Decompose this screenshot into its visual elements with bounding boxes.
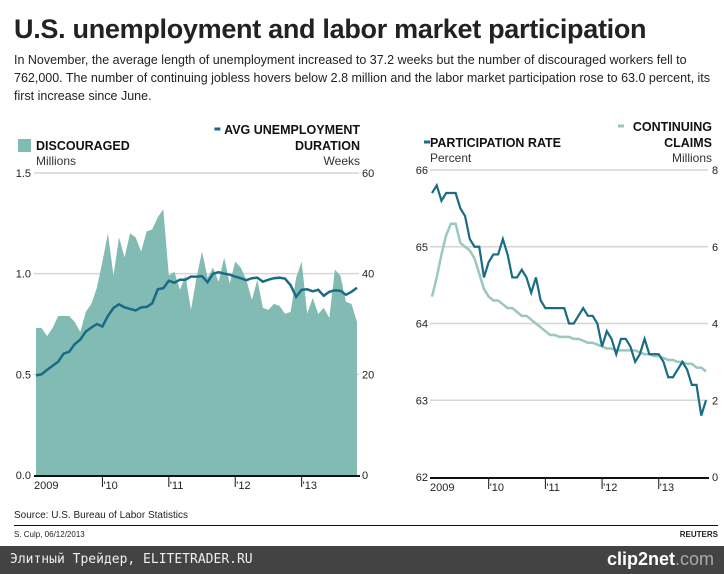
divider [14, 525, 718, 526]
charts-canvas: 0.00.51.01.502040602009'10'11'12'13DISCO… [16, 120, 718, 494]
chart-title: U.S. unemployment and labor market parti… [14, 14, 647, 44]
c0-left-tick-label: 0.0 [16, 470, 31, 482]
c0-right-series-name: AVG UNEMPLOYMENT [224, 123, 360, 137]
c0-x-tick-label: '13 [303, 480, 317, 492]
source-note: Source: U.S. Bureau of Labor Statistics [14, 510, 188, 521]
c0-left-series-name: DISCOURAGED [36, 139, 130, 153]
c1-left-unit: Percent [430, 151, 472, 165]
credit: S. Culp, 06/12/2013 [14, 530, 85, 539]
c1-x-tick-label: '10 [490, 482, 504, 494]
c1-left-tick-label: 63 [416, 395, 428, 407]
c0-right-unit: Weeks [324, 154, 360, 168]
c1-x-tick-label: '12 [603, 482, 617, 494]
c0-left-tick-label: 1.0 [16, 269, 31, 281]
c1-right-series-name: CONTINUING [633, 120, 712, 134]
c1-right-tick-label: 2 [712, 395, 718, 407]
duration-line [35, 270, 358, 377]
c1-x-tick-label: 2009 [430, 482, 454, 494]
c1-right-tick-label: 0 [712, 472, 718, 484]
c1-right-tick-label: 8 [712, 165, 718, 177]
c0-right-tick-label: 0 [362, 470, 368, 482]
c0-right-tick-label: 40 [362, 269, 374, 281]
c1-right-series-name-2: CLAIMS [664, 136, 712, 150]
c1-left-tick-label: 64 [416, 319, 428, 331]
c1-left-tick-label: 65 [416, 242, 428, 254]
c0-right-series-name-2: DURATION [295, 139, 360, 153]
clip2net-logo: clip2net.com [606, 549, 714, 569]
c0-x-tick-label: '10 [103, 480, 117, 492]
c0-x-tick-label: '12 [236, 480, 250, 492]
discouraged-legend-swatch [18, 139, 31, 152]
c1-left-series-name: PARTICIPATION RATE [430, 136, 561, 150]
chart-subtitle: In November, the average length of unemp… [14, 53, 711, 103]
c1-x-tick-label: '11 [546, 482, 560, 494]
c1-right-tick-label: 4 [712, 319, 718, 331]
c0-x-tick-label: 2009 [34, 480, 58, 492]
c0-left-unit: Millions [36, 154, 76, 168]
c1-x-tick-label: '13 [660, 482, 674, 494]
c0-x-tick-label: '11 [170, 480, 184, 492]
c0-left-tick-label: 0.5 [16, 369, 31, 381]
c0-right-tick-label: 20 [362, 369, 374, 381]
c1-right-unit: Millions [672, 151, 712, 165]
c1-right-tick-label: 6 [712, 242, 718, 254]
c0-right-tick-label: 60 [362, 168, 374, 180]
watermark-text: Элитный Трейдер, ELITETRADER.RU [10, 552, 253, 567]
discouraged-area [36, 209, 357, 476]
c1-left-tick-label: 62 [416, 472, 428, 484]
c1-left-tick-label: 66 [416, 165, 428, 177]
reuters-logo: REUTERS [679, 530, 718, 539]
c0-left-tick-label: 1.5 [16, 168, 31, 180]
participation-line [431, 182, 708, 416]
watermark-bar: Элитный Трейдер, ELITETRADER.RU clip2net… [0, 546, 724, 574]
